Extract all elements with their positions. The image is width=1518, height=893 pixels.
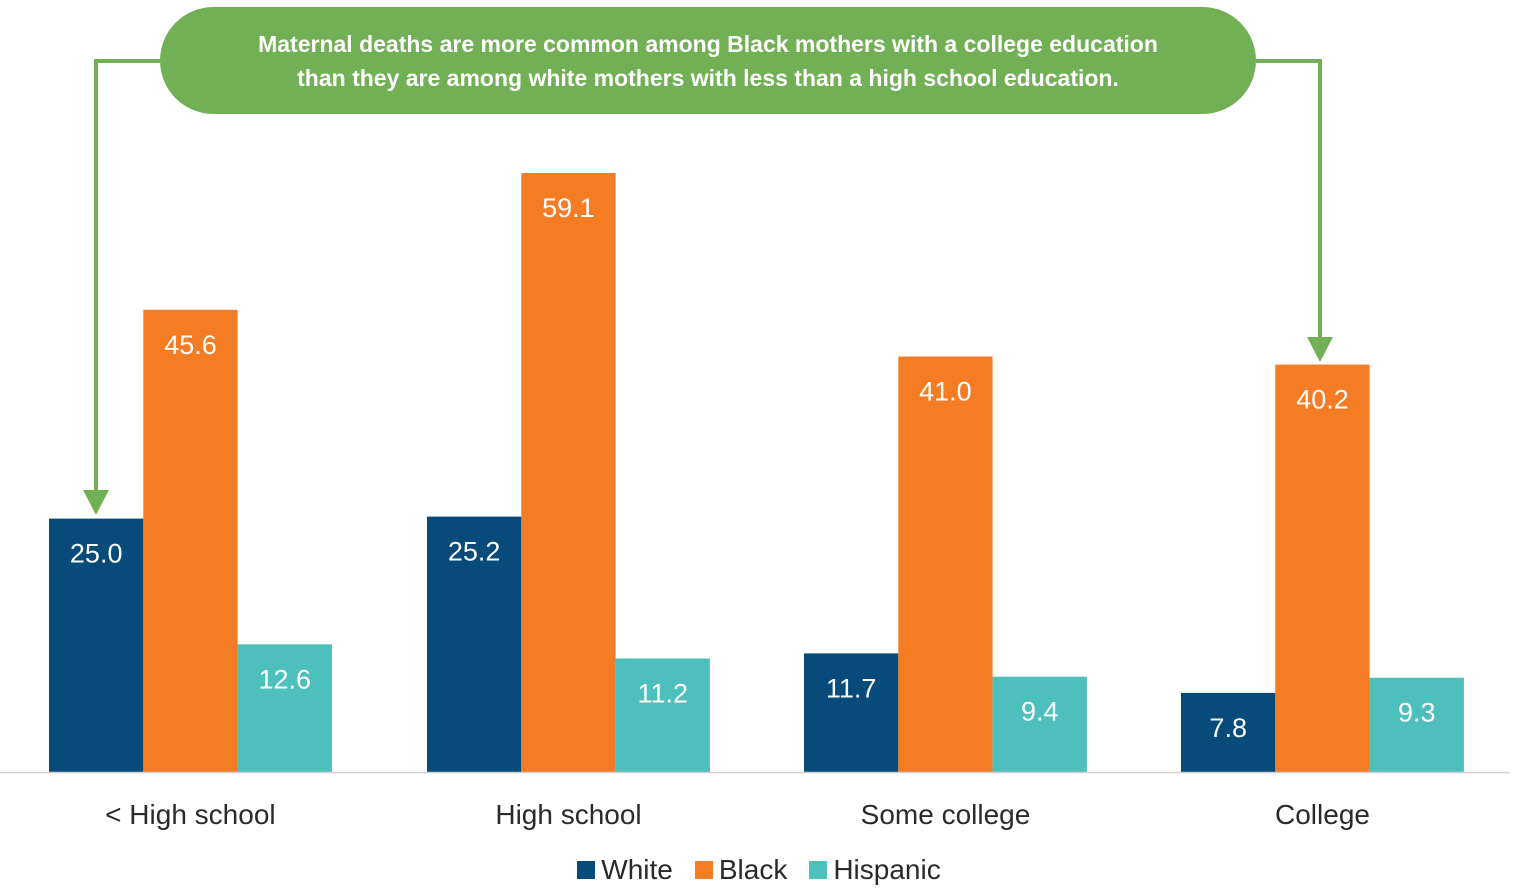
data-label-white-1: 25.2 (448, 537, 501, 567)
callout-box: Maternal deaths are more common among Bl… (160, 7, 1256, 114)
bar-hispanic-2 (992, 676, 1087, 772)
bar-black-0 (143, 309, 238, 772)
legend-swatch-hispanic (809, 861, 828, 879)
bar-black-1 (521, 173, 616, 772)
left-arrow-connector (94, 59, 160, 494)
legend-swatch-black (694, 861, 713, 879)
category-label-2: Some college (861, 799, 1031, 830)
data-label-hispanic-1: 11.2 (638, 679, 689, 709)
category-label-3: College (1275, 799, 1370, 830)
right-arrow-head (1307, 337, 1333, 362)
callout-text: Maternal deaths are more common among Bl… (188, 27, 1228, 95)
bar-black-3 (1275, 364, 1370, 772)
callout-line-1: Maternal deaths are more common among Bl… (258, 30, 1158, 57)
data-label-black-0: 45.6 (164, 330, 217, 360)
bar-white-2 (804, 653, 899, 772)
data-label-hispanic-2: 9.4 (1021, 697, 1059, 727)
callout-line-2: than they are among white mothers with l… (297, 64, 1119, 91)
data-label-hispanic-0: 12.6 (259, 664, 312, 694)
legend-item-black: Black (694, 854, 788, 886)
left-arrow-head (83, 490, 109, 515)
data-label-white-3: 7.8 (1209, 713, 1247, 743)
legend-label-hispanic: Hispanic (833, 854, 941, 885)
legend-label-black: Black (718, 854, 788, 885)
data-label-hispanic-3: 9.3 (1398, 698, 1436, 728)
bar-white-1 (427, 516, 522, 772)
bar-white-3 (1181, 692, 1276, 772)
data-label-white-2: 11.7 (826, 673, 877, 703)
legend-label-white: White (601, 854, 673, 885)
legend-item-hispanic: Hispanic (809, 854, 941, 886)
bar-hispanic-1 (615, 658, 710, 772)
data-label-black-2: 41.0 (919, 377, 972, 407)
legend-item-white: White (577, 854, 673, 886)
legend-swatch-white (577, 861, 596, 879)
right-arrow-connector (1256, 59, 1322, 341)
bar-hispanic-3 (1369, 677, 1464, 772)
category-label-1: High school (495, 799, 641, 830)
data-label-black-1: 59.1 (542, 193, 595, 223)
data-label-black-3: 40.2 (1296, 385, 1349, 415)
data-label-white-0: 25.0 (70, 539, 123, 569)
legend: White Black Hispanic (0, 852, 1518, 888)
bar-hispanic-0 (237, 644, 332, 772)
category-label-0: < High school (105, 799, 275, 830)
bar-black-2 (898, 356, 993, 772)
bar-white-0 (49, 518, 144, 772)
